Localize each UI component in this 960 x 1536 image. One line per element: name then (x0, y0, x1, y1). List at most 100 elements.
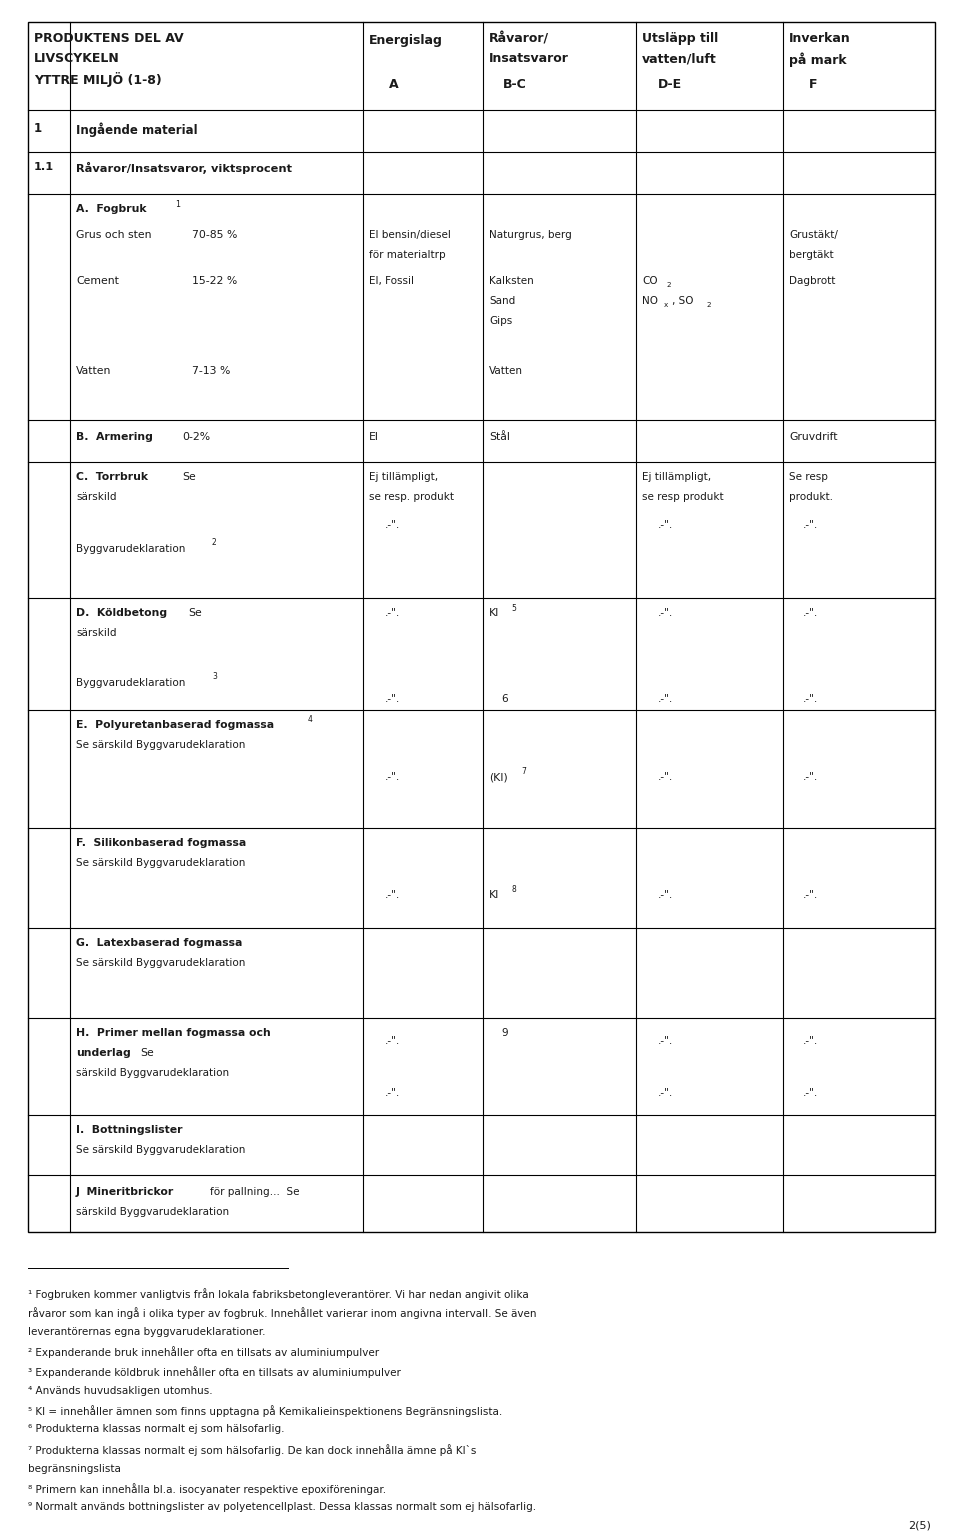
Text: 70-85 %: 70-85 % (192, 230, 237, 240)
Text: Se resp: Se resp (789, 472, 828, 482)
Text: x: x (664, 303, 668, 309)
Text: .-".: .-". (803, 521, 818, 530)
Text: Stål: Stål (489, 432, 510, 442)
Text: Kalksten: Kalksten (489, 276, 534, 286)
Text: 5: 5 (511, 604, 516, 613)
Text: Se särskild Byggvarudeklaration: Se särskild Byggvarudeklaration (76, 958, 246, 968)
Text: CO: CO (642, 276, 658, 286)
Text: .-".: .-". (803, 1035, 818, 1046)
Text: .-".: .-". (385, 1087, 400, 1098)
Text: för materialtrp: för materialtrp (369, 250, 445, 260)
Text: F: F (809, 78, 818, 91)
Text: Se särskild Byggvarudeklaration: Se särskild Byggvarudeklaration (76, 740, 246, 750)
Text: Insatsvaror: Insatsvaror (489, 52, 569, 65)
Text: ⁵ KI = innehåller ämnen som finns upptagna på Kemikalieinspektionens Begränsning: ⁵ KI = innehåller ämnen som finns upptag… (28, 1405, 502, 1416)
Text: .-".: .-". (385, 1035, 400, 1046)
Text: vatten/luft: vatten/luft (642, 52, 717, 65)
Text: J  Mineritbrickor: J Mineritbrickor (76, 1187, 175, 1197)
Text: YTTRE MILJÖ (1-8): YTTRE MILJÖ (1-8) (34, 72, 161, 88)
Text: C.  Torrbruk: C. Torrbruk (76, 472, 148, 482)
Text: produkt.: produkt. (789, 492, 833, 502)
Text: 1: 1 (175, 200, 180, 209)
Text: Energislag: Energislag (369, 34, 443, 48)
Text: 8: 8 (511, 885, 516, 894)
Text: .-".: .-". (385, 521, 400, 530)
Text: , SO: , SO (672, 296, 693, 306)
Text: KI: KI (489, 889, 499, 900)
Text: särskild Byggvarudeklaration: särskild Byggvarudeklaration (76, 1207, 229, 1217)
Text: .-".: .-". (658, 608, 673, 617)
Text: på mark: på mark (789, 52, 847, 66)
Text: Naturgrus, berg: Naturgrus, berg (489, 230, 572, 240)
Text: se resp. produkt: se resp. produkt (369, 492, 454, 502)
Text: leverantörernas egna byggvarudeklarationer.: leverantörernas egna byggvarudeklaration… (28, 1327, 266, 1336)
Bar (28, 22, 935, 1232)
Text: .-".: .-". (385, 889, 400, 900)
Text: .-".: .-". (658, 889, 673, 900)
Text: PRODUKTENS DEL AV: PRODUKTENS DEL AV (34, 32, 183, 45)
Text: 2: 2 (666, 283, 671, 289)
Text: bergtäkt: bergtäkt (789, 250, 833, 260)
Text: H.  Primer mellan fogmassa och: H. Primer mellan fogmassa och (76, 1028, 271, 1038)
Text: ⁸ Primern kan innehålla bl.a. isocyanater respektive epoxiföreningar.: ⁸ Primern kan innehålla bl.a. isocyanate… (28, 1482, 386, 1495)
Text: 2: 2 (212, 538, 217, 547)
Text: (KI): (KI) (489, 773, 508, 782)
Text: 1.1: 1.1 (34, 161, 54, 172)
Text: Ej tillämpligt,: Ej tillämpligt, (369, 472, 438, 482)
Text: B-C: B-C (503, 78, 527, 91)
Text: ⁷ Produkterna klassas normalt ej som hälsofarlig. De kan dock innehålla ämne på : ⁷ Produkterna klassas normalt ej som häl… (28, 1444, 476, 1456)
Text: särskild: särskild (76, 492, 116, 502)
Text: B.  Armering: B. Armering (76, 432, 153, 442)
Text: 15-22 %: 15-22 % (192, 276, 237, 286)
Text: .-".: .-". (385, 773, 400, 782)
Text: Dagbrott: Dagbrott (789, 276, 835, 286)
Text: .-".: .-". (803, 694, 818, 703)
Text: LIVSCYKELN: LIVSCYKELN (34, 52, 120, 65)
Text: Se: Se (182, 472, 196, 482)
Text: Vatten: Vatten (489, 366, 523, 376)
Text: Vatten: Vatten (76, 366, 111, 376)
Text: Grus och sten: Grus och sten (76, 230, 152, 240)
Text: Grustäkt/: Grustäkt/ (789, 230, 838, 240)
Text: ⁶ Produkterna klassas normalt ej som hälsofarlig.: ⁶ Produkterna klassas normalt ej som häl… (28, 1424, 284, 1435)
Text: begränsningslista: begränsningslista (28, 1464, 121, 1473)
Text: .-".: .-". (658, 694, 673, 703)
Text: 4: 4 (308, 714, 313, 723)
Text: E.  Polyuretanbaserad fogmassa: E. Polyuretanbaserad fogmassa (76, 720, 275, 730)
Text: .-".: .-". (658, 521, 673, 530)
Text: särskild Byggvarudeklaration: särskild Byggvarudeklaration (76, 1068, 229, 1078)
Text: ⁴ Används huvudsakligen utomhus.: ⁴ Används huvudsakligen utomhus. (28, 1385, 212, 1396)
Text: ² Expanderande bruk innehåller ofta en tillsats av aluminiumpulver: ² Expanderande bruk innehåller ofta en t… (28, 1347, 379, 1358)
Text: .-".: .-". (385, 608, 400, 617)
Text: Cement: Cement (76, 276, 119, 286)
Text: .-".: .-". (803, 1087, 818, 1098)
Text: A: A (389, 78, 398, 91)
Text: Inverkan: Inverkan (789, 32, 851, 45)
Text: .-".: .-". (803, 889, 818, 900)
Text: Råvaror/Insatsvaror, viktsprocent: Råvaror/Insatsvaror, viktsprocent (76, 161, 292, 174)
Text: Gips: Gips (489, 316, 513, 326)
Text: ⁹ Normalt används bottningslister av polyetencellplast. Dessa klassas normalt so: ⁹ Normalt används bottningslister av pol… (28, 1502, 536, 1513)
Text: råvaror som kan ingå i olika typer av fogbruk. Innehållet varierar inom angivna : råvaror som kan ingå i olika typer av fo… (28, 1307, 537, 1319)
Text: A.  Fogbruk: A. Fogbruk (76, 204, 147, 214)
Text: 7: 7 (521, 766, 526, 776)
Text: 2(5): 2(5) (908, 1521, 931, 1530)
Text: Sand: Sand (489, 296, 516, 306)
Text: NO: NO (642, 296, 658, 306)
Text: Se särskild Byggvarudeklaration: Se särskild Byggvarudeklaration (76, 1144, 246, 1155)
Text: .-".: .-". (803, 773, 818, 782)
Text: 7-13 %: 7-13 % (192, 366, 230, 376)
Text: KI: KI (489, 608, 499, 617)
Text: Se särskild Byggvarudeklaration: Se särskild Byggvarudeklaration (76, 859, 246, 868)
Text: El, Fossil: El, Fossil (369, 276, 414, 286)
Text: ³ Expanderande köldbruk innehåller ofta en tillsats av aluminiumpulver: ³ Expanderande köldbruk innehåller ofta … (28, 1366, 401, 1378)
Text: för pallning…  Se: för pallning… Se (210, 1187, 300, 1197)
Text: Ej tillämpligt,: Ej tillämpligt, (642, 472, 711, 482)
Text: Utsläpp till: Utsläpp till (642, 32, 718, 45)
Text: särskild: särskild (76, 628, 116, 637)
Text: underlag: underlag (76, 1048, 131, 1058)
Text: Byggvarudeklaration: Byggvarudeklaration (76, 544, 185, 554)
Text: El bensin/diesel: El bensin/diesel (369, 230, 451, 240)
Text: Se: Se (140, 1048, 154, 1058)
Text: I.  Bottningslister: I. Bottningslister (76, 1124, 182, 1135)
